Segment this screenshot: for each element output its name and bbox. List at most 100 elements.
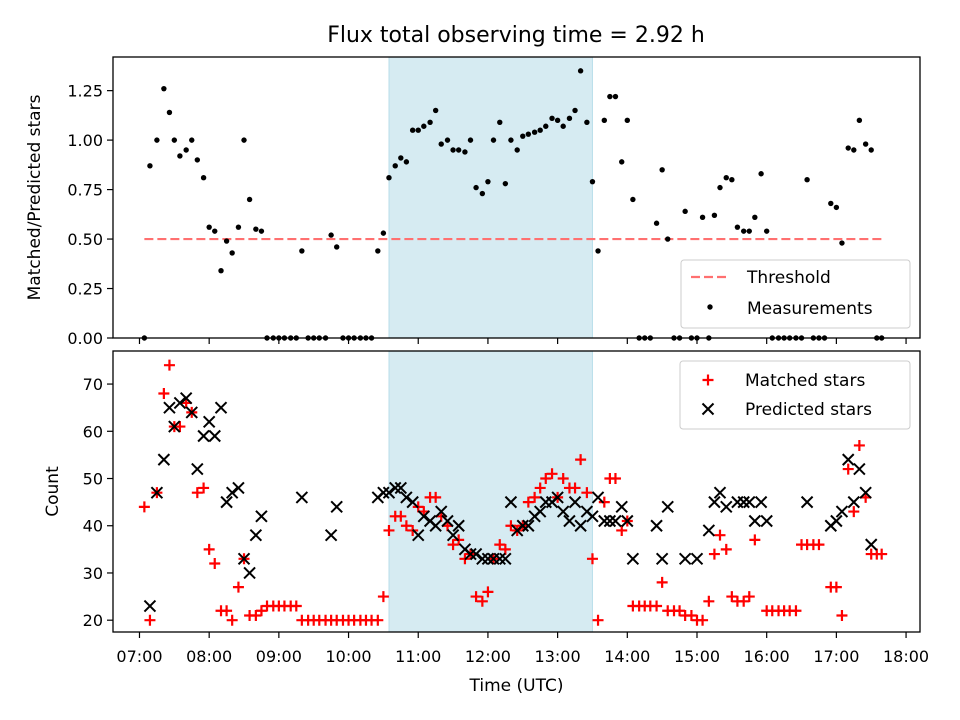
measurement-point: [223, 238, 230, 244]
matched-star-point: [726, 591, 738, 603]
predicted-star-point: [690, 552, 704, 566]
matched-star-point: [685, 609, 697, 621]
bottom-y-tick-label: 20: [83, 611, 103, 630]
measurement-point: [380, 230, 387, 236]
predicted-star-point: [702, 524, 716, 537]
predicted-star-point: [748, 514, 762, 528]
measurement-point: [438, 141, 444, 147]
matched-star-point: [209, 558, 221, 570]
x-tick-label: 14:00: [604, 647, 650, 666]
predicted-star-point: [225, 486, 239, 499]
predicted-star-point: [591, 491, 605, 504]
measurement-point: [584, 119, 590, 126]
matched-star-point: [616, 524, 628, 536]
x-tick-label: 10:00: [325, 647, 371, 666]
predicted-star-point: [157, 453, 171, 466]
measurement-point: [398, 155, 404, 161]
bottom-y-axis-ticks: 20 30 40 50 60 70: [83, 375, 113, 630]
bottom-shaded-span: [388, 350, 593, 633]
measurement-point: [444, 137, 451, 143]
top-y-tick-label: 0.75: [67, 181, 103, 200]
matched-star-point: [790, 605, 802, 617]
matched-star-point: [674, 605, 686, 617]
measurement-point: [421, 123, 427, 129]
x-axis-label: Time (UTC): [469, 676, 564, 696]
measurement-point: [508, 137, 514, 143]
matched-star-point: [174, 421, 186, 433]
measurement-point: [235, 224, 242, 230]
predicted-star-point: [800, 495, 814, 509]
matched-star-point: [191, 487, 203, 499]
bottom-y-tick-label: 60: [83, 422, 103, 441]
measurement-point: [699, 214, 706, 220]
measurement-point: [392, 163, 398, 169]
predicted-star-point: [621, 514, 634, 528]
top-x-axis-ticks: [138, 338, 907, 344]
measurement-point: [212, 228, 218, 234]
predicted-star-point: [754, 495, 768, 509]
predicted-star-point: [598, 514, 611, 528]
measurement-point: [839, 240, 845, 246]
legend-predicted-swatch: [701, 402, 715, 416]
predicted-star-point: [232, 481, 245, 495]
bottom-y-tick-label: 70: [83, 375, 103, 394]
matched-star-point: [848, 506, 860, 518]
matched-star-point: [714, 529, 726, 541]
predicted-star-point: [865, 538, 878, 551]
measurement-point: [630, 196, 636, 203]
matched-star-point: [232, 581, 244, 593]
predicted-star-point: [499, 552, 512, 566]
measurement-point: [147, 163, 153, 169]
predicted-star-point: [650, 519, 663, 532]
measurement-point: [403, 159, 410, 165]
matched-star-point: [557, 473, 569, 485]
measurement-point: [253, 226, 259, 232]
predicted-star-point: [243, 566, 256, 580]
measurement-point: [682, 208, 688, 215]
predicted-star-point: [417, 510, 431, 523]
bottom-axes-frame: [112, 350, 921, 633]
measurement-point: [229, 250, 235, 256]
top-shaded-span-rect: [388, 56, 593, 339]
matched-star-point: [598, 496, 610, 508]
x-tick-label: 18:00: [883, 647, 929, 666]
predicted-star-point: [661, 500, 674, 514]
matched-star-point: [447, 539, 459, 551]
measurement-point: [868, 147, 874, 153]
matched-star-point: [482, 586, 494, 598]
predicted-star-point: [743, 495, 756, 509]
predicted-star-point: [859, 486, 872, 499]
matched-star-point: [163, 359, 175, 371]
predicted-star-point: [847, 495, 861, 509]
predicted-star-point: [551, 491, 564, 504]
predicted-star-point: [220, 495, 233, 509]
measurement-point: [171, 137, 178, 143]
matched-star-point: [198, 482, 210, 494]
matched-star-point: [581, 487, 593, 499]
measurement-point: [856, 117, 863, 124]
predicted-star-point: [568, 495, 582, 509]
measurement-point: [729, 176, 735, 183]
x-tick-label: 17:00: [813, 647, 859, 666]
top-y-tick-label: 1.00: [67, 131, 103, 150]
measurement-point: [189, 137, 195, 143]
top-y-tick-label: 0.50: [67, 230, 103, 249]
bottom-y-tick-label: 30: [83, 564, 103, 583]
predicted-star-point: [609, 514, 622, 528]
x-tick-label: 11:00: [395, 647, 441, 666]
matched-star-point: [470, 591, 482, 603]
x-tick-label: 09:00: [256, 647, 302, 666]
measurement-point: [246, 196, 253, 203]
measurement-point: [619, 159, 625, 165]
measurement-point: [485, 178, 491, 185]
measurement-point: [328, 232, 334, 238]
measurement-point: [763, 228, 770, 234]
predicted-star-point: [563, 514, 576, 528]
measurement-point: [554, 117, 561, 124]
predicted-star-point: [435, 505, 448, 518]
predicted-star-point: [214, 401, 228, 414]
measurement-point: [752, 214, 758, 220]
x-tick-label: 07:00: [116, 647, 162, 666]
measurement-point: [375, 248, 381, 254]
